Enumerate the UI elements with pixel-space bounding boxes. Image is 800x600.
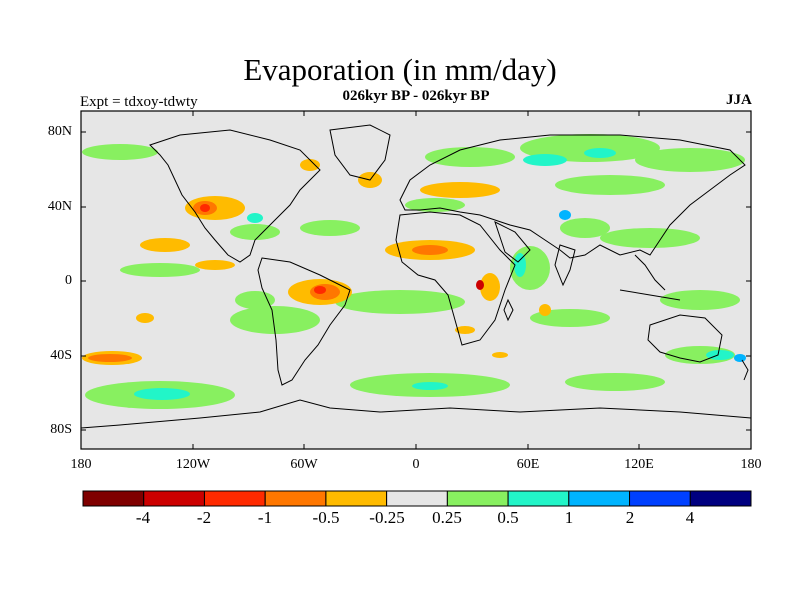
lon-label-60w: 60W [290,457,318,472]
lat-label-40s: 40S [50,348,72,363]
tick-marks [81,111,751,449]
colorbar-label-9: 2 [625,508,635,527]
colorbar-label-1: -4 [135,508,151,527]
colorbar-label-6: 0.25 [432,508,462,527]
colorbar-swatch-6 [386,490,448,507]
colorbar [82,490,752,507]
experiment-label: Expt = tdxoy-tdwty [80,94,198,110]
colorbar-label-3: -1 [257,508,273,527]
colorbar-swatch-1 [82,490,145,507]
lat-label-80n: 80N [47,124,72,139]
plot-title: Evaporation (in mm/day) [243,52,557,87]
colorbar-swatch-7 [446,490,509,507]
colorbar-swatch-5 [325,490,388,507]
colorbar-swatch-4 [264,490,327,507]
colorbar-label-10: 4 [685,508,695,527]
colorbar-swatch-9 [568,490,631,507]
season-label: JJA [726,92,752,108]
anomaly-field [82,134,746,409]
colorbar-swatch-2 [143,490,205,507]
lat-label-40n: 40N [47,199,72,214]
colorbar-label-8: 1 [564,508,574,527]
lon-label-60e: 60E [516,457,540,472]
lon-label-120w: 120W [175,457,211,472]
colorbar-label-2: -2 [196,508,212,527]
lat-label-80s: 80S [50,422,72,437]
colorbar-label-7: 0.5 [497,508,519,527]
colorbar-swatch-11 [689,490,752,507]
colorbar-swatch-10 [629,490,691,507]
lat-label-0: 0 [65,273,72,288]
colorbar-label-5: -0.25 [369,508,405,527]
lon-label-0: 0 [412,457,420,472]
plot-subtitle: 026kyr BP - 026kyr BP [342,88,490,104]
colorbar-swatch-3 [203,490,266,507]
colorbar-label-4: -0.5 [312,508,340,527]
colorbar-swatch-8 [507,490,570,507]
lon-label-180e: 180 [740,457,762,472]
lon-label-120e: 120E [624,457,654,472]
coastlines [80,124,752,429]
lon-label-180w: 180 [70,457,92,472]
